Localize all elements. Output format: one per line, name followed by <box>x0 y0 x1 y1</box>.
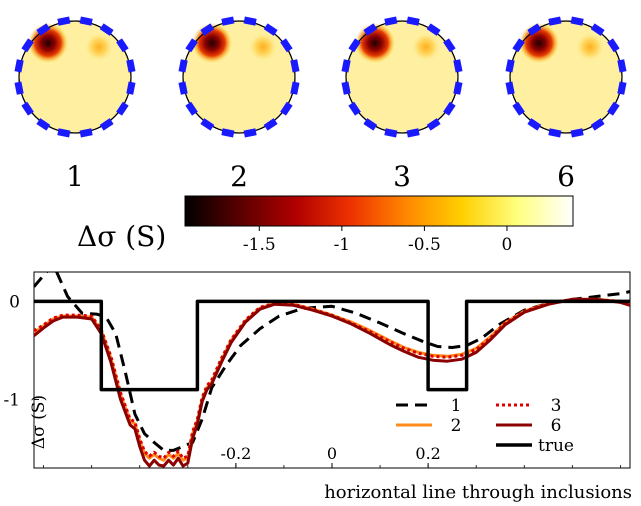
colorbar-tick-label: -0.5 <box>408 235 441 255</box>
panel-label: 3 <box>393 160 411 193</box>
colorbar-ramp <box>185 196 573 226</box>
panel-label: 2 <box>230 160 248 193</box>
weak-inclusion <box>412 33 440 61</box>
colorbar-tick-label: -1 <box>334 235 351 255</box>
line-chart: 0 -1 -0.2 0 0.2 Δσ (S) horizontal line throu… <box>3 264 632 503</box>
panel-label: 6 <box>557 160 575 193</box>
colorbar: Δσ (S) -1.5 -1 -0.5 0 <box>77 196 573 255</box>
y-axis-label: Δσ (S) <box>29 395 49 449</box>
legend-item-2: 2 <box>396 416 461 436</box>
x-tick-label: 0 <box>327 444 337 463</box>
y-tick-label: -1 <box>3 390 20 410</box>
panel-1: 1 <box>14 16 135 193</box>
x-axis-label: horizontal line through inclusions <box>324 482 632 503</box>
legend-label: 1 <box>451 396 462 416</box>
legend-item-1: 1 <box>396 396 461 416</box>
series-line-1 <box>34 264 630 450</box>
panel-2: 2 <box>178 16 299 193</box>
panel-label: 1 <box>66 160 84 193</box>
weak-inclusion <box>249 33 277 61</box>
reconstruction-panels: 1 2 3 6 <box>14 16 626 193</box>
legend-label: 2 <box>451 416 462 436</box>
panel-4: 6 <box>505 16 626 193</box>
weak-inclusion <box>576 33 604 61</box>
colorbar-tick-label: -1.5 <box>243 235 276 255</box>
colorbar-tick-label: 0 <box>502 235 513 255</box>
colorbar-label: Δσ (S) <box>77 220 166 253</box>
axis-ticks: 0 -1 -0.2 0 0.2 <box>3 292 620 468</box>
legend-label: 3 <box>551 396 562 416</box>
legend-item-3: 3 <box>496 396 561 416</box>
x-tick-label: 0.2 <box>415 444 440 463</box>
legend-label: 6 <box>551 416 562 436</box>
legend-item-6: 6 <box>496 416 561 436</box>
x-tick-label: -0.2 <box>220 444 251 463</box>
legend-label: true <box>538 436 574 456</box>
y-tick-label: 0 <box>9 292 20 312</box>
legend-item-true: true <box>496 436 574 456</box>
weak-inclusion <box>85 33 113 61</box>
colorbar-ticks: -1.5 -1 -0.5 0 <box>243 226 512 255</box>
series-line-3 <box>34 299 630 458</box>
panel-3: 3 <box>341 16 462 193</box>
